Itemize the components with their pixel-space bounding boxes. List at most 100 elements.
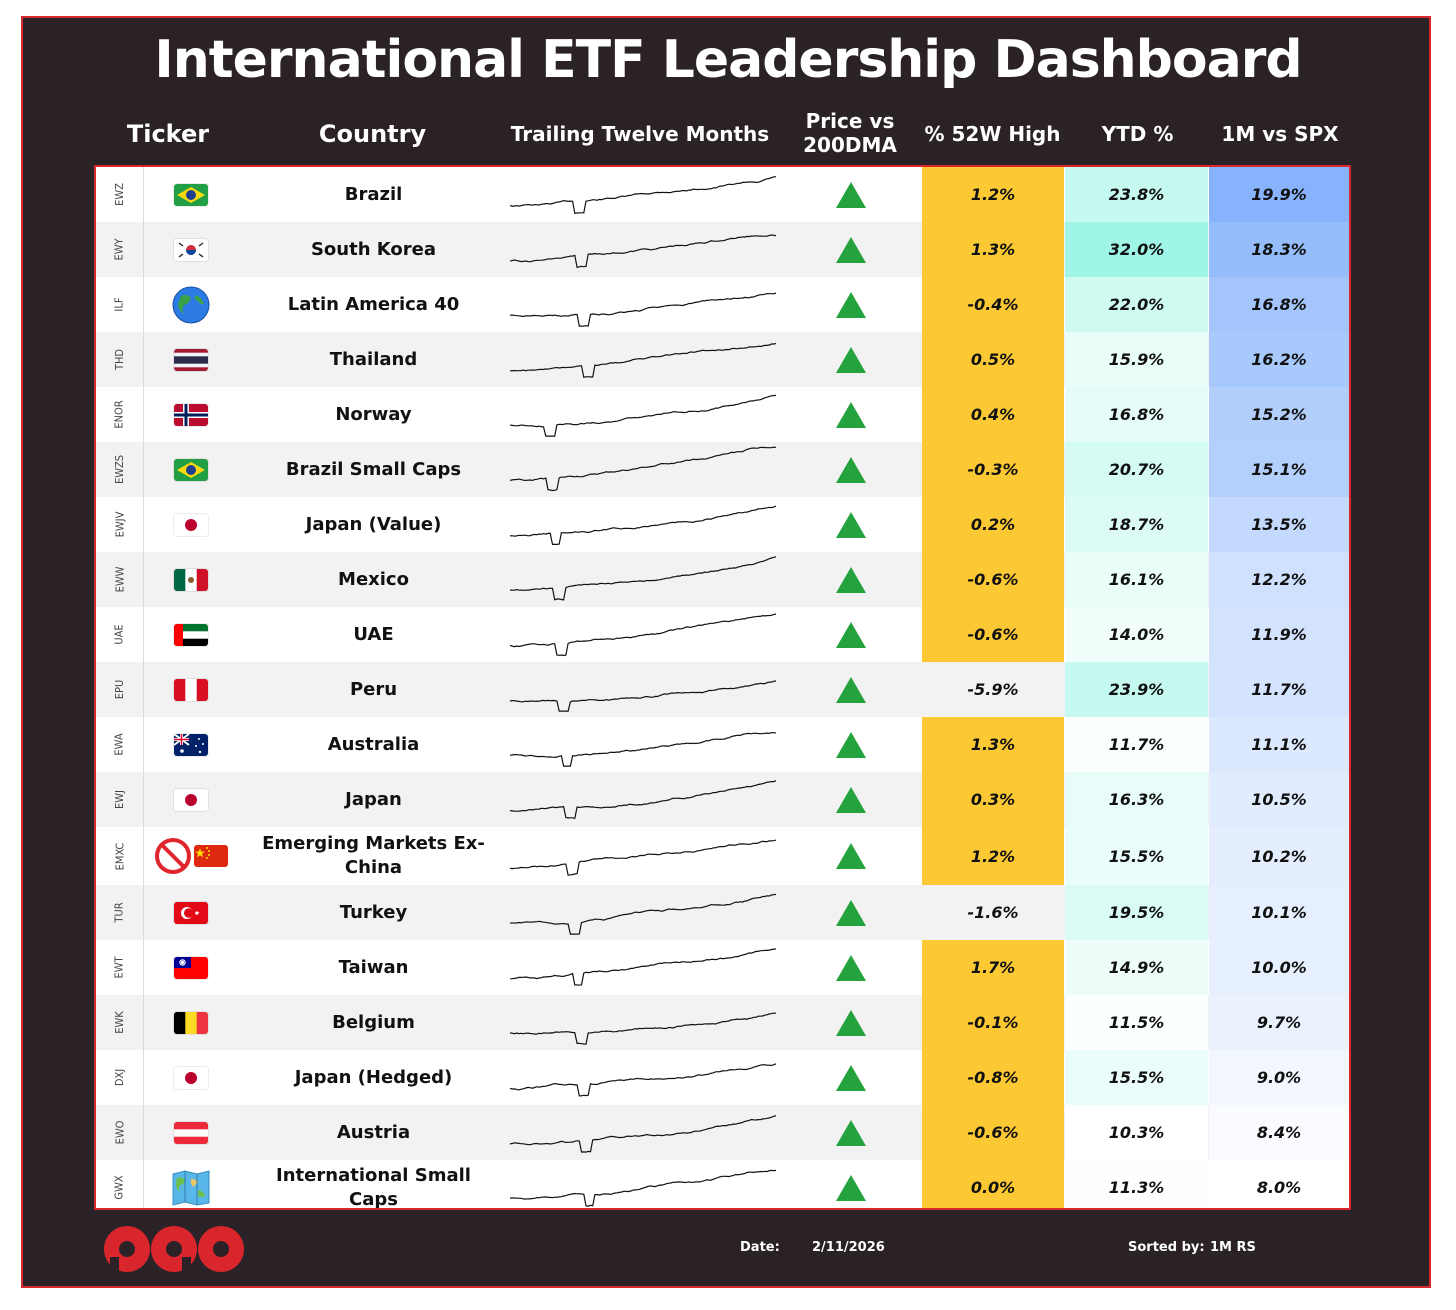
ticker-cell: EWZ <box>96 167 144 222</box>
sparkline-chart <box>504 940 780 995</box>
sparkline-chart <box>504 167 780 222</box>
sparkline-chart <box>504 717 780 772</box>
header-ttm: Trailing Twelve Months <box>510 122 770 146</box>
mexico-flag-icon <box>144 552 238 607</box>
sparkline-chart <box>504 497 780 552</box>
sparkline-svg <box>509 292 777 327</box>
japan-flag-icon <box>144 772 238 827</box>
up-triangle-icon <box>836 456 866 483</box>
ticker-cell: TUR <box>96 885 144 940</box>
header-ticker: Ticker <box>126 120 210 148</box>
brand-logo <box>100 1222 248 1276</box>
sparkline-svg <box>509 780 777 820</box>
ticker-cell: EWT <box>96 940 144 995</box>
country-name: Latin America 40 <box>287 293 460 315</box>
pct-52w-high-cell: -0.6% <box>922 1105 1064 1160</box>
ytd-cell: 32.0% <box>1065 222 1208 277</box>
brazil-flag-icon <box>144 442 238 497</box>
ticker-label: EMXC <box>113 842 126 870</box>
above-200dma-indicator <box>796 827 906 885</box>
no-china-flag-icon <box>144 827 238 885</box>
ticker-label: GWX <box>112 1175 126 1200</box>
pct-52w-high-cell: 1.3% <box>922 717 1064 772</box>
sparkline-svg <box>509 1115 777 1153</box>
ytd-cell: 15.5% <box>1065 1050 1208 1105</box>
ticker-cell: EWJV <box>96 497 144 552</box>
pct-52w-high-cell: 0.0% <box>922 1160 1064 1208</box>
above-200dma-indicator <box>796 332 906 387</box>
table-row: EPU Peru -5.9% 23.9% 11.7% <box>96 662 1349 717</box>
country-name: Brazil Small Caps <box>285 458 462 480</box>
pct-52w-high-cell: -0.6% <box>922 607 1064 662</box>
sparkline-svg <box>509 839 777 876</box>
sparkline-chart <box>504 1050 780 1105</box>
ticker-label: EPU <box>113 679 126 700</box>
ticker-label: EWT <box>113 956 126 979</box>
table-row: EWY South Korea 1.3% 32.0% 18.3% <box>96 222 1349 277</box>
table-row: EWJV Japan (Value) 0.2% 18.7% 13.5% <box>96 497 1349 552</box>
ytd-cell: 18.7% <box>1065 497 1208 552</box>
sparkline-svg <box>509 731 777 767</box>
sparkline-chart <box>504 1160 780 1208</box>
peru-flag-icon <box>144 662 238 717</box>
rs-vs-spx-cell: 13.5% <box>1209 497 1349 552</box>
header-52w-high: % 52W High <box>924 122 1061 146</box>
country-name: UAE <box>353 623 394 645</box>
above-200dma-indicator <box>796 552 906 607</box>
sparkline-svg <box>509 556 777 601</box>
rs-vs-spx-cell: 12.2% <box>1209 552 1349 607</box>
ticker-label: EWO <box>112 1120 126 1145</box>
table-row: DXJ Japan (Hedged) -0.8% 15.5% 9.0% <box>96 1050 1349 1105</box>
ytd-cell: 22.0% <box>1065 277 1208 332</box>
above-200dma-indicator <box>796 607 906 662</box>
up-triangle-icon <box>836 1119 866 1146</box>
world-map-icon <box>144 1160 238 1208</box>
pct-52w-high-cell: 0.5% <box>922 332 1064 387</box>
ticker-cell: UAE <box>96 607 144 662</box>
thailand-flag-icon <box>144 332 238 387</box>
sparkline-chart <box>504 442 780 497</box>
up-triangle-icon <box>836 786 866 813</box>
ytd-cell: 16.8% <box>1065 387 1208 442</box>
header-country: Country <box>318 120 427 148</box>
sparkline-svg <box>509 342 777 379</box>
pct-52w-high-cell: 1.7% <box>922 940 1064 995</box>
sparkline-svg <box>510 1169 777 1207</box>
above-200dma-indicator <box>796 1050 906 1105</box>
rs-vs-spx-cell: 10.1% <box>1209 885 1349 940</box>
up-triangle-icon <box>836 511 866 538</box>
above-200dma-indicator <box>796 387 906 442</box>
country-name: Brazil <box>344 183 403 205</box>
pct-52w-high-cell: -0.1% <box>922 995 1064 1050</box>
up-triangle-icon <box>836 236 866 263</box>
table-row: EMXC Emerging Markets Ex-China 1.2% 15.5% 10… <box>96 827 1349 885</box>
ticker-label: EWW <box>112 566 126 593</box>
country-name: Emerging Markets Ex-China <box>262 833 485 878</box>
pct-52w-high-cell: 1.2% <box>922 827 1064 885</box>
pct-52w-high-cell: 1.3% <box>922 222 1064 277</box>
ticker-cell: ILF <box>96 277 144 332</box>
austria-flag-icon <box>144 1105 238 1160</box>
pct-52w-high-cell: 0.4% <box>922 387 1064 442</box>
up-triangle-icon <box>836 621 866 648</box>
footer-date-value: 2/11/2026 <box>812 1240 885 1255</box>
table-row: EWZS Brazil Small Caps -0.3% 20.7% 15.1% <box>96 442 1349 497</box>
japan-flag-icon <box>144 497 238 552</box>
up-triangle-icon <box>836 291 866 318</box>
sparkline-chart <box>504 552 780 607</box>
above-200dma-indicator <box>796 995 906 1050</box>
sparkline-chart <box>504 1105 780 1160</box>
uae-flag-icon <box>144 607 238 662</box>
header-1m-vs-spx: 1M vs SPX <box>1221 122 1339 146</box>
above-200dma-indicator <box>796 277 906 332</box>
above-200dma-indicator <box>796 772 906 827</box>
ytd-cell: 20.7% <box>1065 442 1208 497</box>
ticker-label: ILF <box>113 297 126 312</box>
table-row: TUR Turkey -1.6% 19.5% 10.1% <box>96 885 1349 940</box>
table-row: ILF Latin America 40 -0.4% 22.0% 16.8% <box>96 277 1349 332</box>
sparkline-svg <box>509 948 777 986</box>
ytd-cell: 16.3% <box>1065 772 1208 827</box>
header-ytd: YTD % <box>1101 122 1174 146</box>
above-200dma-indicator <box>796 940 906 995</box>
ticker-label: EWZ <box>112 183 126 206</box>
